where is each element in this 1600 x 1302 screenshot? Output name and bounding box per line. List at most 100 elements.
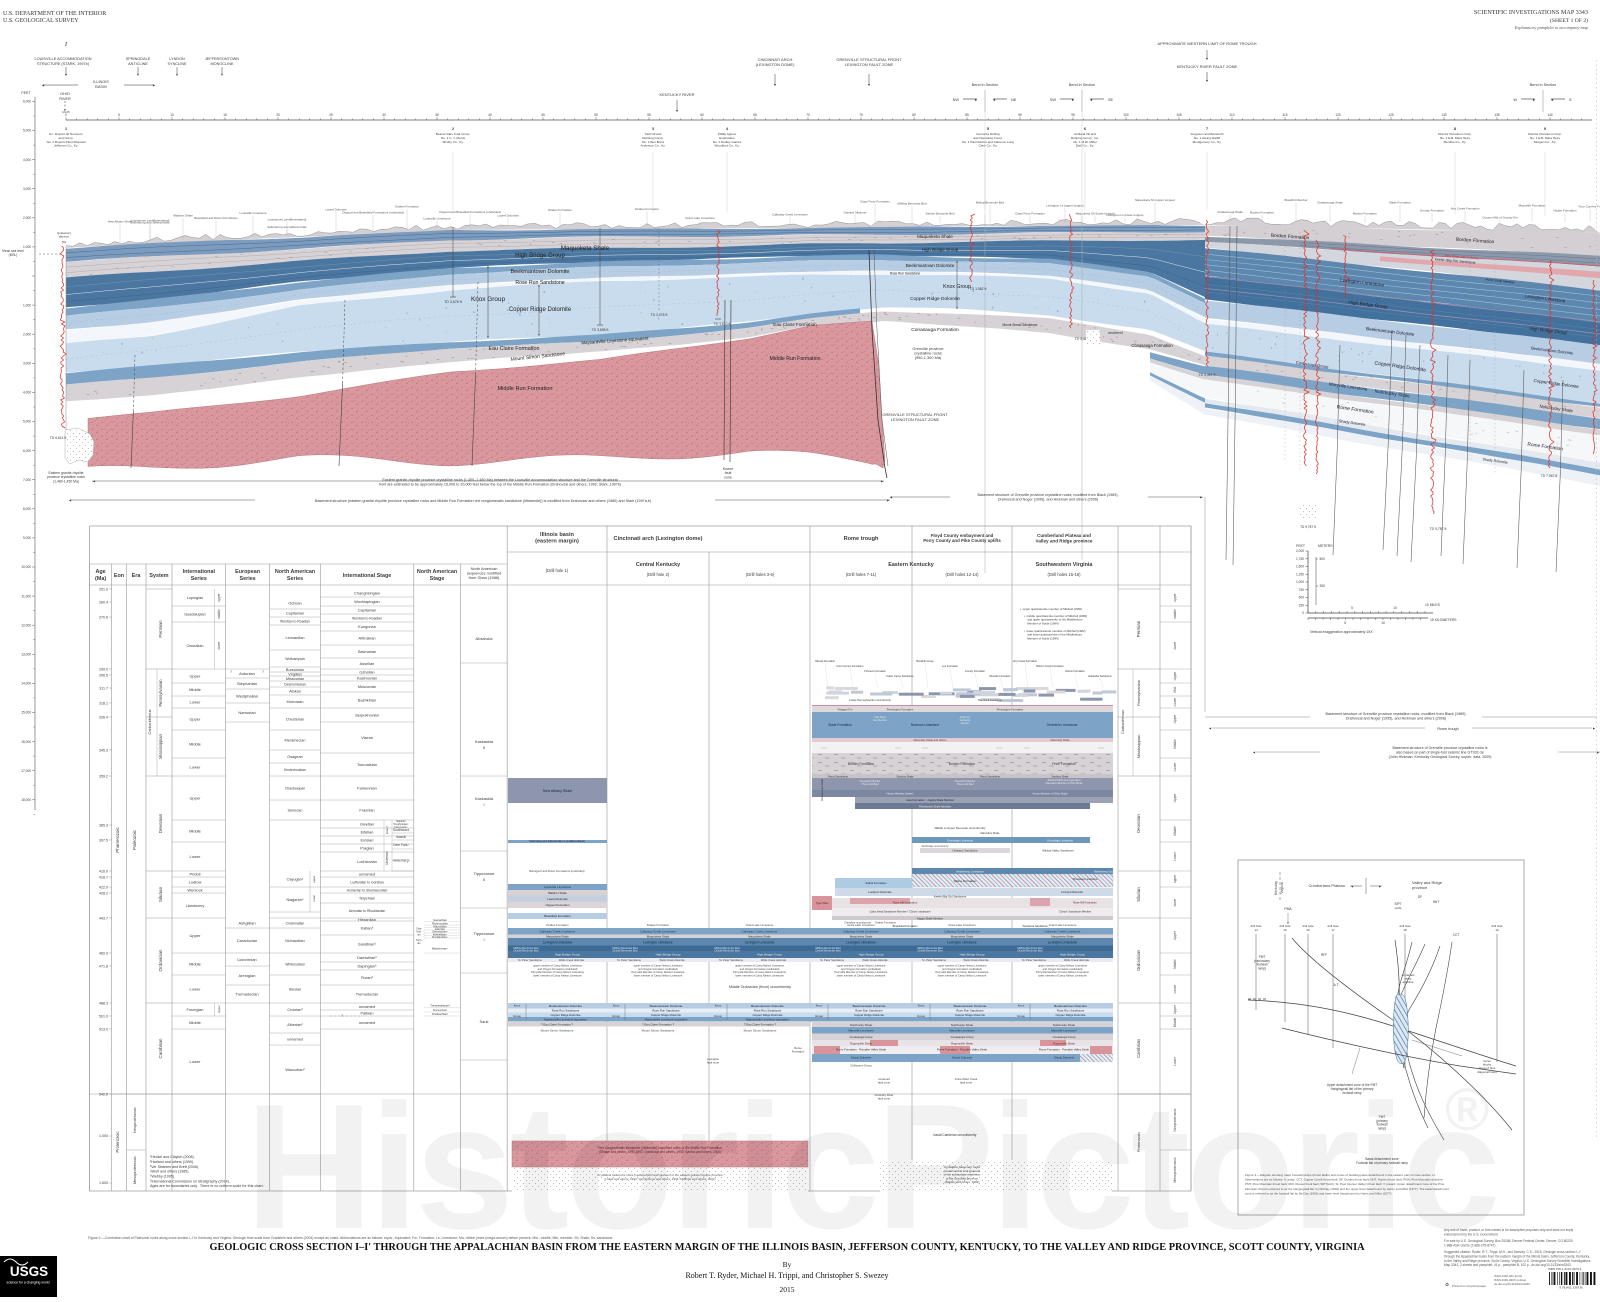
svg-text:◄: ◄ [1208,727,1212,731]
svg-text:Arenigian: Arenigian [239,973,256,978]
svg-text:Stage: Stage [430,576,445,582]
svg-text:Southwood: Southwood [393,828,409,832]
svg-text:1,000: 1,000 [1296,580,1304,584]
svg-text:footwall: footwall [1377,1123,1388,1127]
svg-text:Mountain thrust is referred to: Mountain thrust is referred to as the ha… [1245,1187,1449,1191]
svg-text:Bottom Creek Formation: Bottom Creek Formation [1036,665,1064,668]
svg-text:Maysardville Limestone equival: Maysardville Limestone equivalent [581,336,649,346]
svg-text:(Shrake and others, 1990,1991;: (Shrake and others, 1990,1991; Drahovzal… [599,1150,721,1154]
svg-text:ian: ian [417,933,421,936]
svg-text:Maryville Limestone: Maryville Limestone [848,1029,874,1033]
svg-text:and upper quartzarenite of the: and upper quartzarenite of the Middlesbo… [1024,618,1083,622]
svg-text:Anderson Co., Ky.: Anderson Co., Ky. [641,144,666,148]
svg-text:70: 70 [806,113,810,117]
svg-text:Limestones (undifferentiated): Limestones (undifferentiated) [131,218,170,222]
svg-text:For sale by U.S. Geological Su: For sale by U.S. Geological Survey, Box … [1444,1239,1573,1243]
svg-text:LOUISVILLE ACCOMMODATION: LOUISVILLE ACCOMMODATION [35,57,92,61]
svg-text:o: o [813,321,815,324]
svg-text:Middle: Middle [1173,1018,1177,1028]
svg-text:∧: ∧ [1358,353,1360,356]
svg-text:Copper Ridge Dolomite: Copper Ridge Dolomite [910,296,960,302]
svg-text:and Oregon Formation (undivide: and Oregon Formation (undivided) [740,967,780,971]
svg-text:8,000: 8,000 [23,507,31,511]
svg-text:▼: ▼ [1205,57,1208,61]
svg-text:∧: ∧ [1362,352,1364,355]
svg-text:Phillip Agnew: Phillip Agnew [718,132,737,136]
svg-text:▼: ▼ [64,73,67,77]
svg-text:FEET: FEET [1296,544,1306,548]
svg-text:Tonoloway Limestone: Tonoloway Limestone [1073,877,1099,881]
svg-text:Grant Lake Limestone: Grant Lake Limestone [685,216,715,220]
svg-text:o: o [857,318,859,321]
svg-text:Whiterockian: Whiterockian [285,962,305,966]
svg-text:o: o [1025,322,1027,325]
svg-text:Δ: Δ [802,277,804,281]
svg-text:Silurian: Silurian [1136,887,1141,902]
svg-text:Maquoketa Shale: Maquoketa Shale [647,934,670,938]
svg-text:Δ: Δ [972,289,974,293]
svg-text:Tuscarora Sandstone: Tuscarora Sandstone [1022,924,1048,928]
svg-text:Copper Ridge Dolomite: Copper Ridge Dolomite [550,1013,580,1017]
svg-text:Dapingian⁶: Dapingian⁶ [357,963,377,968]
svg-text:Maquoketa Shale: Maquoketa Shale [850,934,873,938]
svg-text:Millbrig Bentonite Bed: Millbrig Bentonite Bed [612,946,638,950]
svg-text:Upper: Upper [190,796,202,801]
svg-text:18: 18 [1403,928,1407,932]
svg-text:Group: Group [917,1014,925,1018]
svg-text:Any use of trade, product, or: Any use of trade, product, or firm names… [1444,1228,1574,1232]
svg-text:Maquoketa Shale: Maquoketa Shale [951,934,974,938]
svg-text:upper: upper [1173,592,1177,601]
svg-text:♻: ♻ [1445,1282,1450,1287]
svg-text:Knox: Knox [1018,1004,1025,1008]
svg-text:Kasimovian: Kasimovian [357,675,377,680]
svg-text:95: 95 [1071,113,1075,117]
svg-text:Autunian: Autunian [239,671,255,676]
svg-text:Permian: Permian [158,620,163,638]
svg-text:lower member of Camp Nelson Li: lower member of Camp Nelson Limestone [837,973,886,977]
svg-text:4,000: 4,000 [23,158,31,162]
svg-text:Ordovician: Ordovician [1136,949,1141,971]
svg-text:Rhinestreet Shale Member: Rhinestreet Shale Member [919,805,951,809]
svg-text:Desmoinesian: Desmoinesian [284,682,306,686]
svg-text:zone is referred to as the foo: zone is referred to as the footwall flat… [1245,1191,1392,1195]
svg-text:Millbrig Bentonite Bed: Millbrig Bentonite Bed [897,202,927,206]
svg-text:Upper: Upper [1173,793,1177,803]
svg-text:∧: ∧ [832,295,834,298]
svg-text:Clays Ferry Formation: Clays Ferry Formation [860,199,890,203]
svg-text:o: o [1041,325,1043,328]
svg-text:∧: ∧ [518,304,520,307]
svg-text:Shady Dolomite: Shady Dolomite [1339,419,1366,427]
svg-text:TD 2,078 ft: TD 2,078 ft [651,313,668,317]
svg-text:∧: ∧ [402,340,404,343]
svg-text:2: 2 [452,126,455,131]
svg-text:Kentucky: Kentucky [1274,881,1278,895]
svg-text:∧: ∧ [1259,338,1261,341]
svg-text:359.2: 359.2 [99,774,108,778]
svg-text:Asselian: Asselian [360,661,375,666]
svg-text:Chattanooga Shale: Chattanooga Shale [820,778,824,801]
svg-text:fault: fault [725,471,732,475]
svg-text:Member: Member [961,722,970,725]
svg-text:o: o [838,317,840,320]
svg-text:PMA: PMA [1284,907,1292,911]
svg-text:Slade Formation: Slade Formation [828,723,852,727]
svg-text:Cazenovian⁴: Cazenovian⁴ [394,825,408,829]
svg-text:Middle: Middle [189,962,202,967]
svg-text:⌄: ⌄ [547,317,549,320]
svg-text:Grant Lake Limestone: Grant Lake Limestone [746,923,774,927]
svg-text:Maryville Limestone: Maryville Limestone [1329,381,1369,391]
svg-text:Upper: Upper [1173,930,1177,940]
svg-text:Garrard Siltstone: Garrard Siltstone [844,211,867,215]
svg-text:Pennsylvanian: Pennsylvanian [158,679,163,707]
svg-text:and Operating Comp.: and Operating Comp. [973,136,1003,140]
svg-text:Westphalian: Westphalian [236,694,258,699]
svg-text:(Drill hole 2): (Drill hole 2) [647,572,670,577]
svg-text:Maryville Limestone: Maryville Limestone [1051,1029,1077,1033]
svg-text:Sawkill: Sawkill [396,835,406,839]
svg-text:Monitor Petroleum Corp.: Monitor Petroleum Corp. [1438,132,1472,136]
svg-text:▼: ▼ [675,109,678,113]
svg-text:10: 10 [1381,621,1385,625]
svg-text:Exploration: Exploration [719,136,735,140]
svg-text:?: ? [262,670,264,674]
svg-text:Gap Member: Gap Member [873,719,887,722]
